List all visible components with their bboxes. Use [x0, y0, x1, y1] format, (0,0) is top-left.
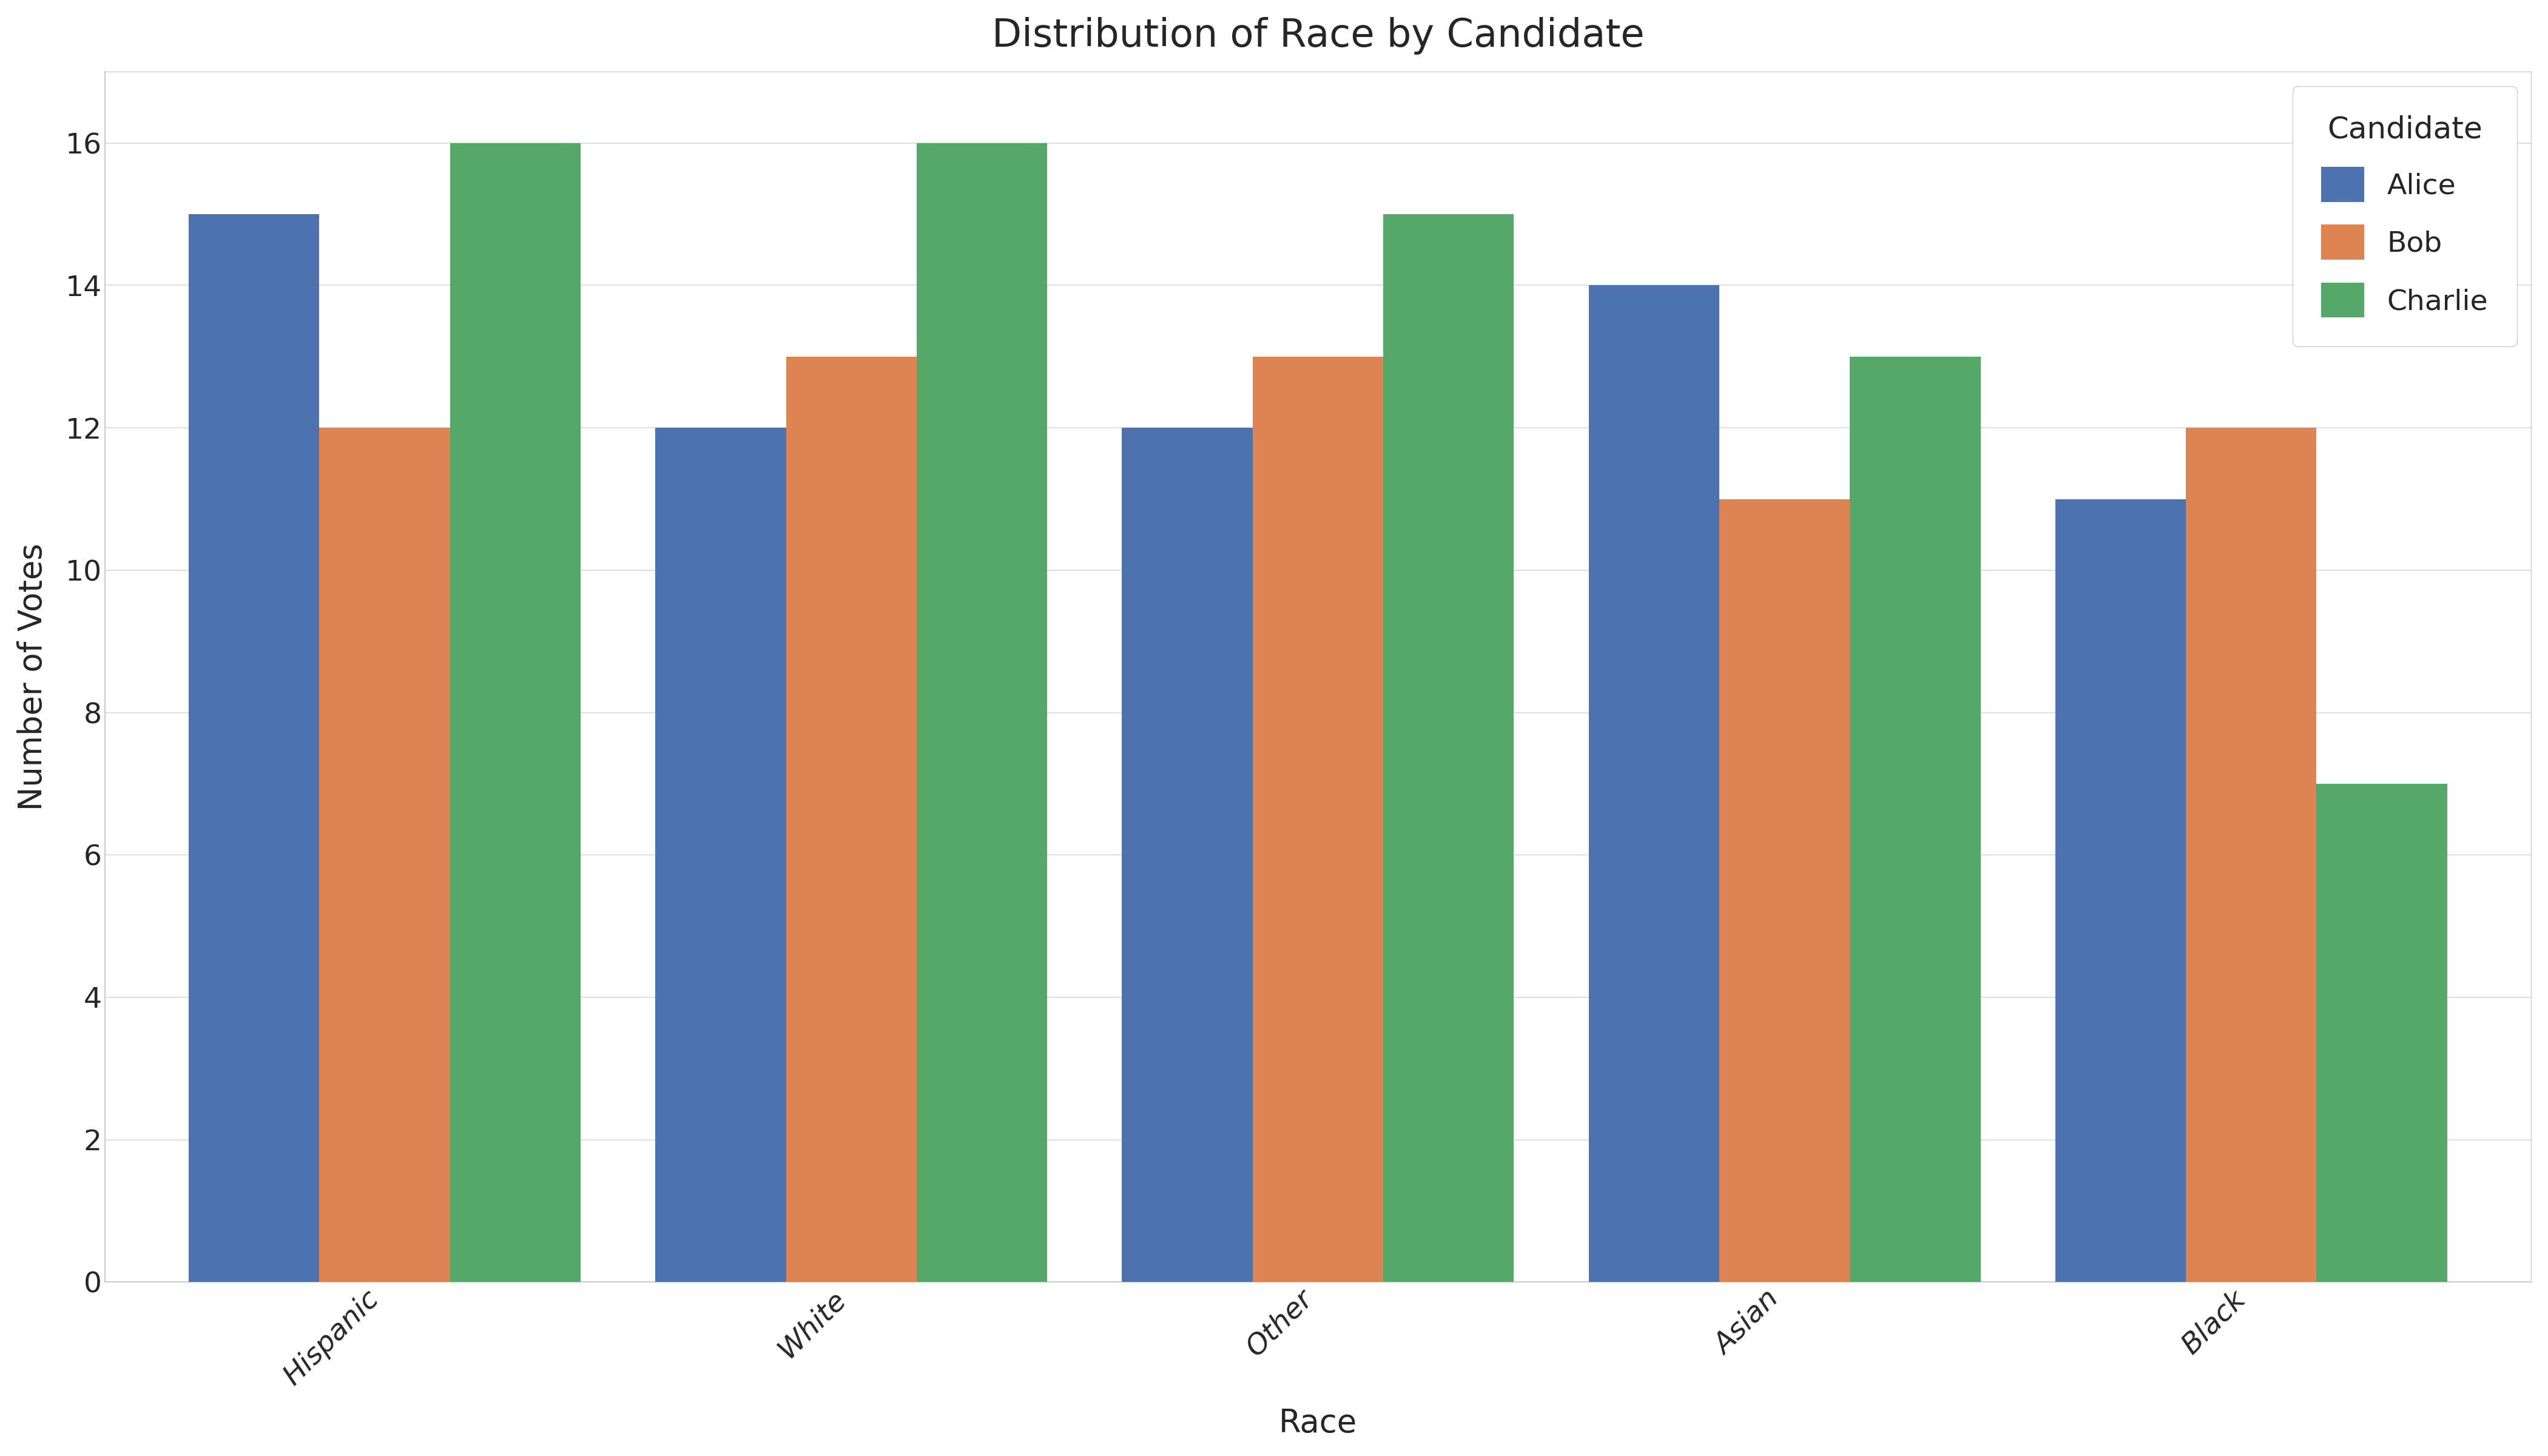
X-axis label: Race: Race	[1279, 1408, 1358, 1439]
Bar	[1254, 357, 1384, 1283]
Y-axis label: Number of Votes: Number of Votes	[18, 543, 48, 811]
Bar	[2056, 499, 2186, 1283]
Bar	[2316, 783, 2446, 1283]
Title: Distribution of Race by Candidate: Distribution of Race by Candidate	[991, 17, 1643, 54]
Bar	[655, 428, 785, 1283]
Bar	[189, 214, 318, 1283]
Bar	[451, 143, 581, 1283]
Bar	[318, 428, 451, 1283]
Bar	[1121, 428, 1254, 1283]
Bar	[917, 143, 1047, 1283]
Bar	[1384, 214, 1514, 1283]
Bar	[2186, 428, 2316, 1283]
Legend: Alice, Bob, Charlie: Alice, Bob, Charlie	[2293, 86, 2517, 347]
Bar	[1720, 499, 1850, 1283]
Bar	[1587, 285, 1720, 1283]
Bar	[785, 357, 917, 1283]
Bar	[1850, 357, 1980, 1283]
